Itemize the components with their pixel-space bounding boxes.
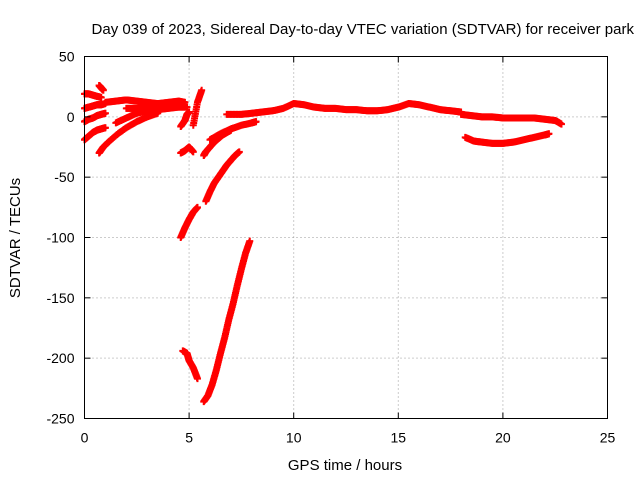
data-point: [235, 148, 243, 156]
data-point: [557, 120, 565, 128]
y-tick-label: 0: [67, 109, 75, 125]
data-points: [81, 81, 565, 406]
series-arc-o: [177, 203, 201, 241]
data-point: [99, 86, 107, 94]
data-point: [183, 103, 191, 111]
axis-ticks: [84, 56, 608, 419]
x-tick-label: 20: [495, 430, 511, 446]
y-tick-label: -250: [46, 411, 74, 427]
series-arc-j: [177, 108, 193, 130]
series-arc-p: [202, 148, 243, 205]
y-tick-label: 50: [59, 49, 75, 65]
y-tick-label: -50: [54, 169, 74, 185]
chart-title: Day 039 of 2023, Sidereal Day-to-day VTE…: [92, 21, 635, 38]
series-arc-e: [95, 81, 107, 94]
series-arc-d: [81, 124, 109, 144]
series-arc-u: [461, 130, 553, 147]
data-point: [252, 118, 260, 126]
series-arc-l: [177, 143, 197, 157]
x-tick-label: 15: [391, 430, 407, 446]
data-point: [97, 94, 105, 102]
series-arc-q: [200, 237, 254, 406]
series-arc-g: [95, 109, 162, 157]
x-tick-label: 5: [185, 430, 193, 446]
data-point: [189, 148, 197, 156]
series-arc-r: [179, 347, 201, 383]
y-tick-label: -200: [46, 350, 74, 366]
data-point: [175, 101, 183, 109]
data-point: [185, 108, 193, 116]
series-arc-n: [206, 118, 260, 144]
x-tick-label: 25: [600, 430, 616, 446]
data-point: [101, 109, 109, 117]
data-point: [101, 124, 109, 132]
x-tick-label: 0: [81, 430, 89, 446]
x-tick-label: 10: [286, 430, 302, 446]
y-tick-labels: 50 0 -50 -100 -150 -200 -250: [46, 49, 74, 427]
data-point: [193, 375, 201, 383]
data-point: [198, 86, 206, 94]
y-tick-label: -150: [46, 290, 74, 306]
series-arc-i: [122, 101, 183, 112]
series-arc-s: [223, 100, 465, 118]
series-arc-t: [457, 110, 565, 128]
data-point: [246, 237, 254, 245]
data-point: [193, 203, 201, 211]
data-point: [545, 130, 553, 138]
series-arc-k: [189, 86, 206, 129]
x-axis-label: GPS time / hours: [288, 457, 402, 474]
y-tick-label: -100: [46, 230, 74, 246]
y-axis-label: SDTVAR / TECUs: [7, 178, 24, 298]
series-arc-f: [101, 96, 189, 108]
x-tick-labels: 0 5 10 15 20 25: [81, 430, 616, 446]
series-arc-c: [81, 109, 109, 126]
